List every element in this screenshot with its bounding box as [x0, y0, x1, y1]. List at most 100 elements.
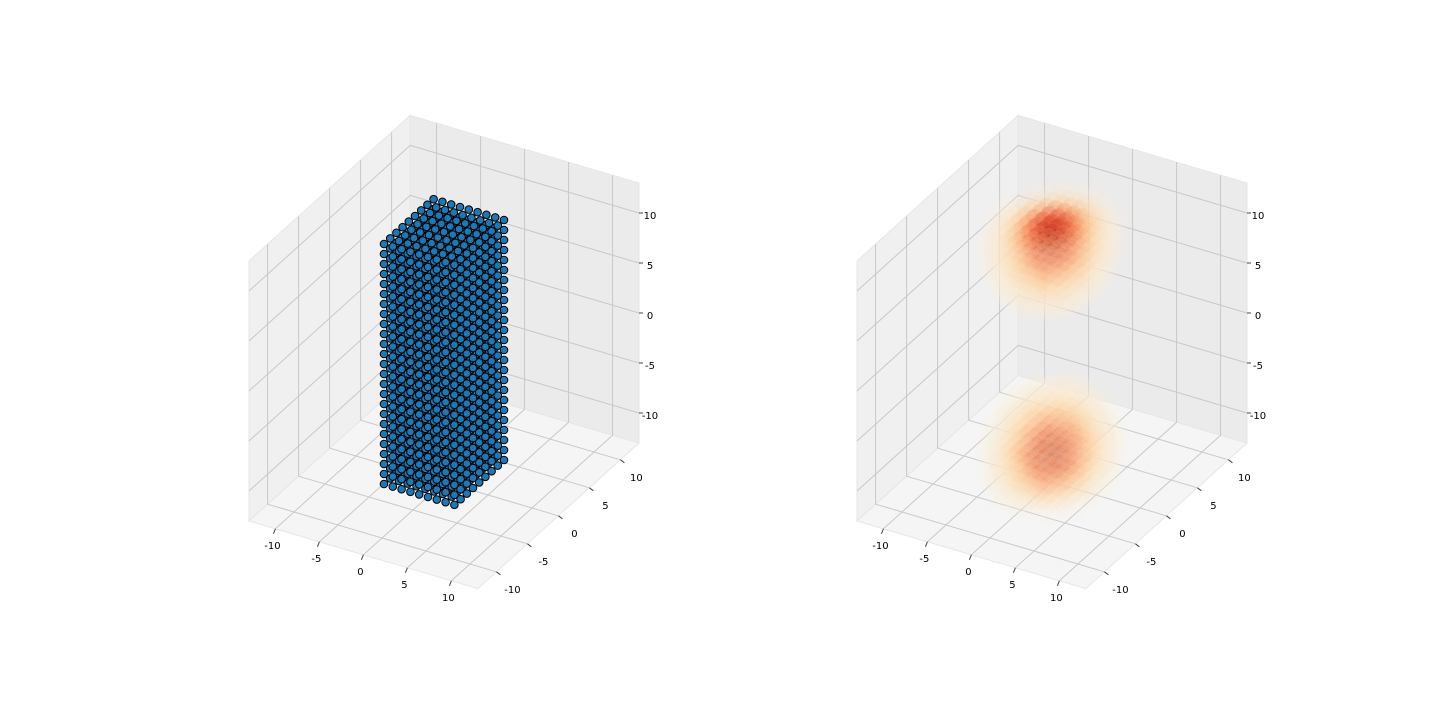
point — [441, 497, 450, 507]
point — [1012, 429, 1029, 446]
point — [456, 284, 465, 294]
point — [462, 379, 472, 388]
point — [1051, 426, 1068, 443]
point — [456, 444, 465, 454]
tick-mark — [527, 543, 532, 548]
point — [432, 265, 442, 274]
point — [1066, 443, 1083, 460]
point — [1030, 435, 1046, 451]
point — [432, 285, 442, 294]
point — [1048, 398, 1065, 415]
point — [499, 225, 509, 235]
point — [487, 386, 496, 396]
point — [487, 326, 496, 336]
point — [379, 359, 389, 369]
point — [462, 279, 472, 288]
point — [468, 363, 478, 373]
point — [462, 269, 472, 278]
point — [493, 361, 503, 370]
point — [450, 350, 459, 360]
point — [456, 404, 465, 414]
point — [441, 327, 450, 337]
point — [412, 241, 421, 251]
point — [457, 232, 466, 242]
point — [459, 241, 469, 250]
point — [462, 489, 472, 498]
point — [487, 256, 496, 266]
point — [1098, 405, 1115, 422]
point — [1040, 397, 1057, 414]
point — [474, 398, 484, 407]
point — [406, 337, 415, 347]
point — [398, 222, 407, 232]
x-tick-label: 5 — [401, 580, 407, 591]
point — [493, 421, 503, 430]
points — [379, 194, 509, 510]
point — [432, 345, 442, 354]
point — [481, 442, 490, 452]
point — [441, 387, 450, 397]
point — [1033, 441, 1050, 458]
y-tick-label: 10 — [1238, 473, 1251, 484]
point — [456, 304, 465, 314]
point — [406, 397, 415, 407]
point — [1053, 454, 1070, 471]
tick-mark — [1166, 515, 1171, 520]
point — [388, 252, 398, 261]
point — [450, 500, 459, 510]
point — [462, 439, 472, 448]
point — [493, 351, 503, 360]
tick-mark — [496, 571, 501, 576]
point — [450, 440, 459, 450]
point — [414, 290, 424, 299]
point — [1015, 448, 1031, 464]
point — [487, 276, 496, 286]
point — [456, 464, 465, 474]
point — [397, 424, 406, 434]
point — [1072, 427, 1089, 444]
point — [1075, 446, 1091, 462]
point — [468, 443, 478, 453]
point — [1039, 249, 1056, 266]
y-tick-label: -10 — [1112, 585, 1128, 596]
point — [482, 210, 491, 220]
point — [493, 291, 503, 300]
point — [1086, 446, 1103, 463]
axes-3d: -10 -5 0 5 10 -10 -5 0 5 10 -10 -5 0 5 10 — [856, 114, 1266, 604]
point — [468, 373, 478, 383]
point — [1008, 463, 1025, 480]
point — [423, 252, 433, 262]
point — [425, 208, 435, 218]
point — [1015, 250, 1032, 267]
point — [422, 222, 431, 232]
tick-mark — [880, 528, 884, 534]
point — [1060, 429, 1076, 445]
point — [1081, 420, 1098, 437]
point — [441, 337, 450, 347]
z-tick-label: 10 — [1252, 211, 1265, 222]
point — [1060, 449, 1076, 465]
tick-mark — [924, 541, 928, 547]
z-tick-label: -5 — [1253, 361, 1263, 372]
point — [1045, 432, 1061, 448]
z-tick-label: -10 — [1250, 411, 1266, 422]
point — [432, 335, 442, 344]
point — [468, 243, 478, 253]
point — [397, 374, 406, 384]
point — [397, 454, 406, 464]
point — [462, 389, 472, 398]
point — [474, 308, 484, 317]
point — [441, 287, 450, 297]
point — [456, 434, 465, 444]
point — [379, 439, 389, 449]
tick-mark — [1135, 543, 1140, 548]
point — [388, 272, 398, 281]
point — [484, 218, 494, 228]
point — [1012, 409, 1029, 426]
point — [388, 242, 398, 251]
point — [1015, 458, 1031, 474]
point — [397, 294, 406, 304]
point — [450, 430, 459, 440]
point — [1090, 235, 1107, 252]
point — [1024, 418, 1041, 435]
